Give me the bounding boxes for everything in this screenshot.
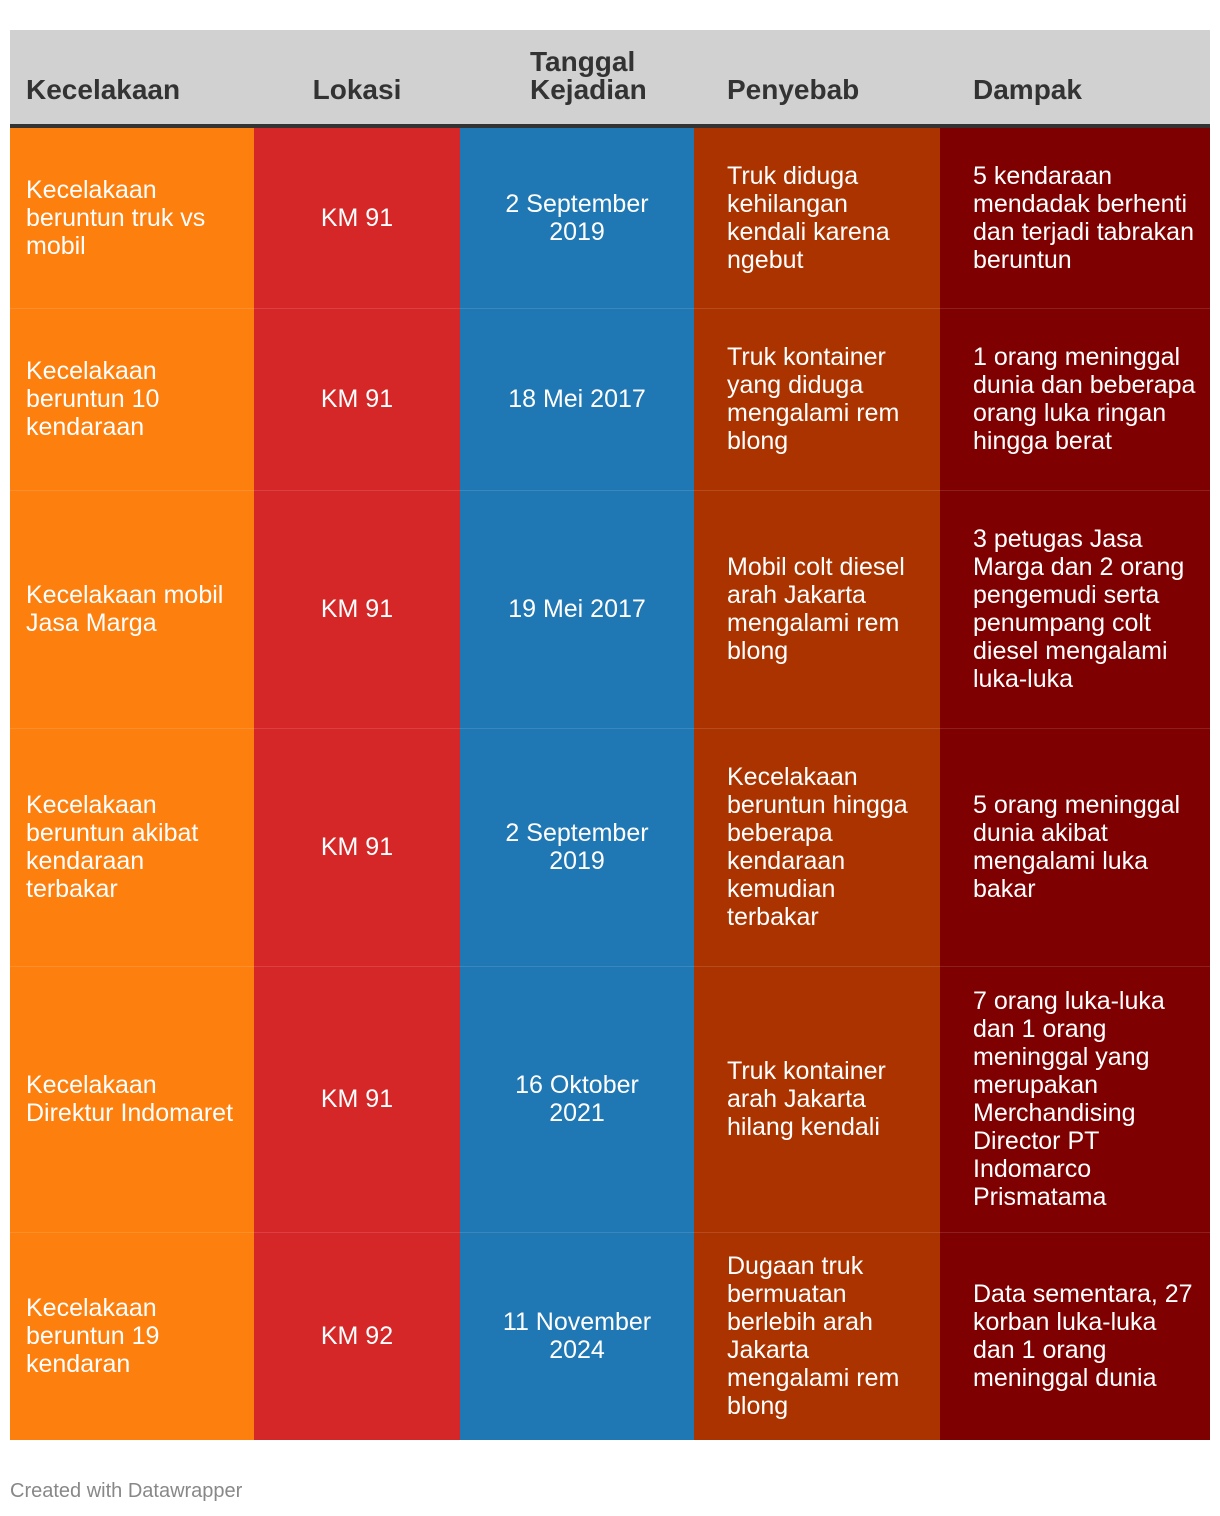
cell-tanggal: 11 November 2024 [460, 1231, 694, 1440]
cell-penyebab: Mobil colt diesel arah Jakarta mengalami… [694, 489, 940, 728]
table-row: Kecelakaan mobil Jasa Marga KM 91 19 Mei… [10, 489, 1210, 728]
table-row: Kecelakaan beruntun 19 kendaran KM 92 11… [10, 1231, 1210, 1440]
cell-dampak: 5 orang meninggal dunia akibat mengalami… [940, 727, 1210, 966]
cell-lokasi: KM 91 [254, 727, 460, 966]
table-header-row: Kecelakaan Lokasi Tanggal Kejadian Penye… [10, 30, 1210, 128]
table-row: Kecelakaan beruntun truk vs mobil KM 91 … [10, 126, 1210, 308]
cell-dampak: 7 orang luka-luka dan 1 orang meninggal … [940, 965, 1210, 1232]
cell-kecelakaan: Kecelakaan Direktur Indomaret [10, 965, 254, 1232]
cell-lokasi: KM 91 [254, 965, 460, 1232]
cell-lokasi: KM 91 [254, 126, 460, 308]
cell-penyebab: Truk kontainer yang diduga mengalami rem… [694, 307, 940, 490]
cell-penyebab: Kecelakaan beruntun hingga beberapa kend… [694, 727, 940, 966]
cell-dampak: Data sementara, 27 korban luka-luka dan … [940, 1231, 1210, 1440]
cell-lokasi: KM 91 [254, 489, 460, 728]
cell-kecelakaan: Kecelakaan beruntun truk vs mobil [10, 126, 254, 308]
cell-kecelakaan: Kecelakaan beruntun akibat kendaraan ter… [10, 727, 254, 966]
cell-tanggal: 2 September 2019 [460, 126, 694, 308]
cell-penyebab: Truk diduga kehilangan kendali karena ng… [694, 126, 940, 308]
cell-kecelakaan: Kecelakaan mobil Jasa Marga [10, 489, 254, 728]
cell-tanggal: 19 Mei 2017 [460, 489, 694, 728]
cell-kecelakaan: Kecelakaan beruntun 10 kendaraan [10, 307, 254, 490]
cell-kecelakaan: Kecelakaan beruntun 19 kendaran [10, 1231, 254, 1440]
table-row: Kecelakaan beruntun akibat kendaraan ter… [10, 727, 1210, 966]
header-dampak: Dampak [940, 30, 1210, 128]
cell-tanggal: 2 September 2019 [460, 727, 694, 966]
table-row: Kecelakaan beruntun 10 kendaraan KM 91 1… [10, 307, 1210, 490]
header-lokasi: Lokasi [254, 30, 460, 128]
cell-lokasi: KM 91 [254, 307, 460, 490]
cell-penyebab: Truk kontainer arah Jakarta hilang kenda… [694, 965, 940, 1232]
cell-dampak: 1 orang meninggal dunia dan beberapa ora… [940, 307, 1210, 490]
accident-table-container: Kecelakaan Lokasi Tanggal Kejadian Penye… [10, 30, 1210, 1440]
cell-lokasi: KM 92 [254, 1231, 460, 1440]
header-penyebab: Penyebab [694, 30, 940, 128]
table-row: Kecelakaan Direktur Indomaret KM 91 16 O… [10, 965, 1210, 1232]
cell-dampak: 5 kendaraan mendadak berhenti dan terjad… [940, 126, 1210, 308]
datawrapper-credit: Created with Datawrapper [10, 1480, 243, 1502]
header-tanggal-kejadian: Tanggal Kejadian [460, 30, 694, 128]
accident-table: Kecelakaan Lokasi Tanggal Kejadian Penye… [10, 30, 1210, 1440]
cell-tanggal: 16 Oktober 2021 [460, 965, 694, 1232]
cell-penyebab: Dugaan truk bermuatan berlebih arah Jaka… [694, 1231, 940, 1440]
header-kecelakaan: Kecelakaan [10, 30, 254, 128]
cell-dampak: 3 petugas Jasa Marga dan 2 orang pengemu… [940, 489, 1210, 728]
cell-tanggal: 18 Mei 2017 [460, 307, 694, 490]
